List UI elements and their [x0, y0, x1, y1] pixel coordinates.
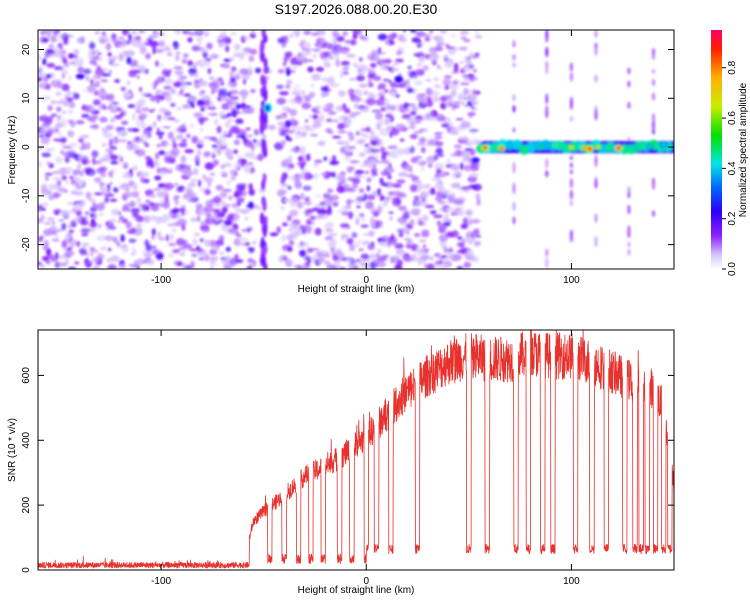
snr-series-line: [38, 330, 674, 569]
spectrogram-y-tick-label: -10: [21, 188, 32, 203]
snr-x-axis-label: Height of straight line (km): [298, 585, 415, 596]
snr-x-tick-label: -100: [151, 576, 171, 587]
colorbar-tick-label: 0.8: [727, 60, 738, 74]
spectrogram-x-tick-label: 0: [363, 275, 369, 286]
snr-x-ticks: -100 0 100: [151, 330, 580, 587]
spectrogram-y-tick-label: 20: [21, 44, 32, 56]
snr-panel: -100 0 100 0 200 400 600 Height of straight l…: [7, 329, 675, 596]
snr-y-axis-label: SNR (10 * v/v): [7, 418, 18, 482]
spectrogram-heatmap: [38, 30, 674, 269]
colorbar-label: Normalized spectral amplitude: [738, 82, 749, 217]
spectrogram-y-tick-label: 0: [21, 144, 32, 150]
colorbar-tick-label: 0.6: [727, 111, 738, 125]
chart-title: S197.2026.088.00.20.E30: [275, 1, 438, 17]
spectrogram-y-axis-label: Frequency (Hz): [7, 116, 18, 185]
snr-y-tick-label: 600: [21, 367, 32, 384]
snr-y-tick-label: 200: [21, 496, 32, 513]
spectrogram-x-axis-label: Height of straight line (km): [298, 284, 415, 295]
colorbar: 0.0 0.2 0.4 0.6 0.8 Normalized spectral ampl…: [711, 30, 749, 276]
snr-y-ticks: 0 200 400 600: [21, 367, 674, 573]
spectrogram-y-tick-label: -20: [21, 237, 32, 252]
snr-frame: [37, 329, 675, 571]
spectrogram-frame: [37, 29, 675, 270]
spectrogram-x-ticks: -100 0 100: [151, 30, 580, 286]
colorbar-tick-label: 0.0: [727, 262, 738, 276]
spectrogram-y-ticks: -20 -10 0 10 20: [21, 44, 674, 252]
snr-x-tick-label: 0: [363, 576, 369, 587]
snr-x-tick-label: 100: [563, 576, 580, 587]
spectrogram-y-tick-label: 10: [21, 92, 32, 104]
colorbar-ticks: 0.0 0.2 0.4 0.6 0.8: [722, 60, 738, 276]
spectrogram-x-tick-label: 100: [563, 275, 580, 286]
colorbar-tick-label: 0.2: [727, 211, 738, 225]
spectrogram-x-tick-label: -100: [151, 275, 171, 286]
snr-y-tick-label: 0: [21, 567, 32, 573]
colorbar-tick-label: 0.4: [727, 161, 738, 175]
colorbar-gradient: [711, 30, 722, 269]
snr-y-tick-label: 400: [21, 431, 32, 448]
